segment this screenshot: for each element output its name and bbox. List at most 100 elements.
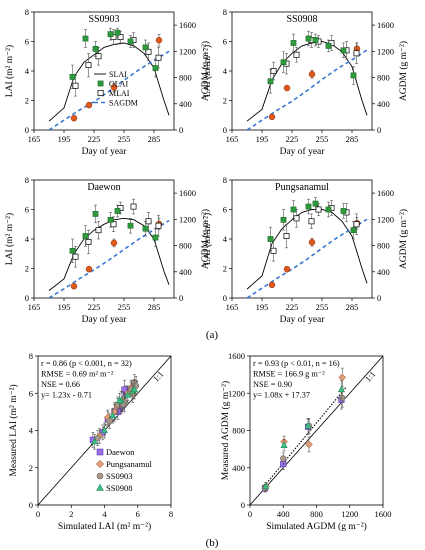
y-axis-label: Measured AGDM (g m⁻²): [220, 381, 231, 480]
x-axis-tick-label: 285: [346, 134, 359, 144]
x-axis-tick-label: 165: [28, 302, 41, 312]
oagdm-point: [110, 239, 118, 247]
y-axis-tick-label: 8: [25, 7, 29, 17]
slai-line: [246, 209, 368, 290]
time-series-pungsanamul: 165 195 225 255 285 0 2 4 6 8 0 400 800 1200 1600 Pungs…: [202, 175, 409, 325]
oagdm-point: [268, 281, 276, 289]
olai-point: [69, 247, 76, 254]
y2-axis-tick-label: 800: [179, 241, 192, 251]
olai-point: [325, 206, 332, 213]
y-axis-tick-label: 6: [29, 388, 33, 398]
chart-title: SS0908: [286, 14, 317, 25]
x-axis-tick-label: 195: [58, 302, 71, 312]
mlai-point: [155, 222, 162, 229]
plot-frame: [231, 11, 373, 131]
x-axis-tick-label: 225: [286, 302, 299, 312]
y2-axis-tick-label: 0: [179, 125, 183, 135]
olai-point: [325, 43, 332, 49]
legend-marker: [96, 483, 104, 491]
y-axis-tick-label: 8: [223, 175, 227, 185]
oagdm-point: [70, 114, 78, 122]
plot-frame: [231, 179, 373, 299]
oagdm-point: [110, 84, 118, 91]
legend-olai-swatch: [97, 80, 104, 87]
y-axis-tick-label: 800: [232, 426, 245, 436]
mlai-point: [328, 40, 335, 46]
x-axis-tick-label: 165: [28, 134, 41, 144]
scatter-point: [338, 373, 347, 382]
olai-point: [305, 203, 312, 210]
y-axis-label: LAI (m² m⁻²): [202, 45, 213, 97]
y-axis-tick-label: 0: [25, 125, 29, 135]
olai-point: [152, 234, 159, 241]
y-axis-tick-label: 6: [223, 205, 227, 215]
legend-entry: SS0908: [106, 483, 132, 493]
y-axis-tick-label: 8: [29, 351, 33, 361]
y-axis-tick-label: 2: [223, 264, 227, 274]
stats-line: r = 0.93 (p < 0.01, n = 16): [253, 359, 340, 368]
olai-point: [312, 200, 319, 207]
chart-title: Pungsanamul: [275, 182, 329, 193]
y2-axis-tick-label: 0: [377, 125, 381, 135]
x-axis-tick-label: 225: [88, 134, 101, 144]
y2-axis-label: AGDM (g m⁻²): [200, 41, 211, 101]
one-to-one-label: 1:1: [151, 369, 166, 384]
olai-point: [350, 227, 357, 234]
olai-point: [92, 46, 99, 52]
olai-point: [340, 47, 347, 54]
mlai-point: [85, 239, 92, 245]
y2-axis-tick-label: 800: [179, 73, 192, 83]
scatter-point: [304, 421, 312, 429]
mlai-point: [308, 218, 315, 225]
stats-line: y= 1.23x - 0.71: [41, 391, 92, 400]
oagdm-point: [85, 101, 93, 109]
mlai-point: [110, 221, 117, 228]
x-axis-tick-label: 255: [316, 302, 329, 312]
y-axis-tick-label: 8: [25, 175, 29, 185]
x-axis-label: Simulated LAI (m² m⁻²): [58, 521, 151, 532]
chart-title: Daewon: [87, 182, 120, 193]
y-axis-tick-label: 0: [25, 293, 29, 303]
plot-area: [48, 27, 170, 130]
y-axis-label: LAI (m² m⁻²): [202, 213, 213, 265]
mlai-point: [293, 51, 300, 58]
stats-line: NSE = 0.66: [41, 380, 80, 389]
legend-entry: MLAI: [109, 89, 130, 98]
y2-axis-tick-label: 1600: [179, 20, 196, 30]
scatter-point: [94, 434, 101, 442]
y-axis-tick-label: 4: [25, 66, 30, 76]
y-axis-tick-label: 2: [223, 96, 227, 106]
olai-point: [142, 225, 149, 232]
scatter-point: [106, 418, 113, 425]
x-axis-tick-label: 225: [286, 134, 299, 144]
y-axis-tick-label: 6: [223, 37, 227, 47]
y-axis-tick-label: 6: [25, 205, 29, 215]
y2-axis-tick-label: 0: [179, 293, 183, 303]
sagdm-line: [48, 50, 170, 130]
figure-label-a: (a): [206, 329, 219, 341]
mlai-point: [72, 253, 79, 260]
y-axis-tick-label: 2: [29, 463, 33, 473]
plot-area: [38, 356, 171, 505]
sagdm-line: [246, 49, 368, 130]
y2-axis-tick-label: 1600: [377, 20, 394, 30]
stats-line: RMSE = 0.69 m² m⁻²: [41, 370, 114, 379]
stats-line: RMSE = 166.9 g m⁻²: [253, 370, 325, 379]
x-axis-tick-label: 165: [226, 134, 239, 144]
legend-marker: [96, 448, 104, 456]
mlai-point: [95, 227, 102, 234]
x-axis-tick-label: 285: [346, 302, 359, 312]
x-axis-label: Day of year: [280, 314, 326, 325]
oagdm-point: [70, 282, 78, 290]
scatter-point: [115, 396, 124, 404]
one-to-one-line: [250, 356, 383, 505]
olai-point: [107, 216, 114, 223]
scatter-point: [100, 426, 109, 434]
x-axis-tick-label: 225: [88, 302, 101, 312]
plot-area: [246, 197, 368, 298]
stats-line: NSE = 0.90: [253, 380, 292, 389]
olai-point: [280, 216, 287, 223]
slai-line: [246, 41, 368, 122]
y-axis-tick-label: 4: [223, 66, 228, 76]
y2-axis-tick-label: 1200: [179, 46, 196, 56]
